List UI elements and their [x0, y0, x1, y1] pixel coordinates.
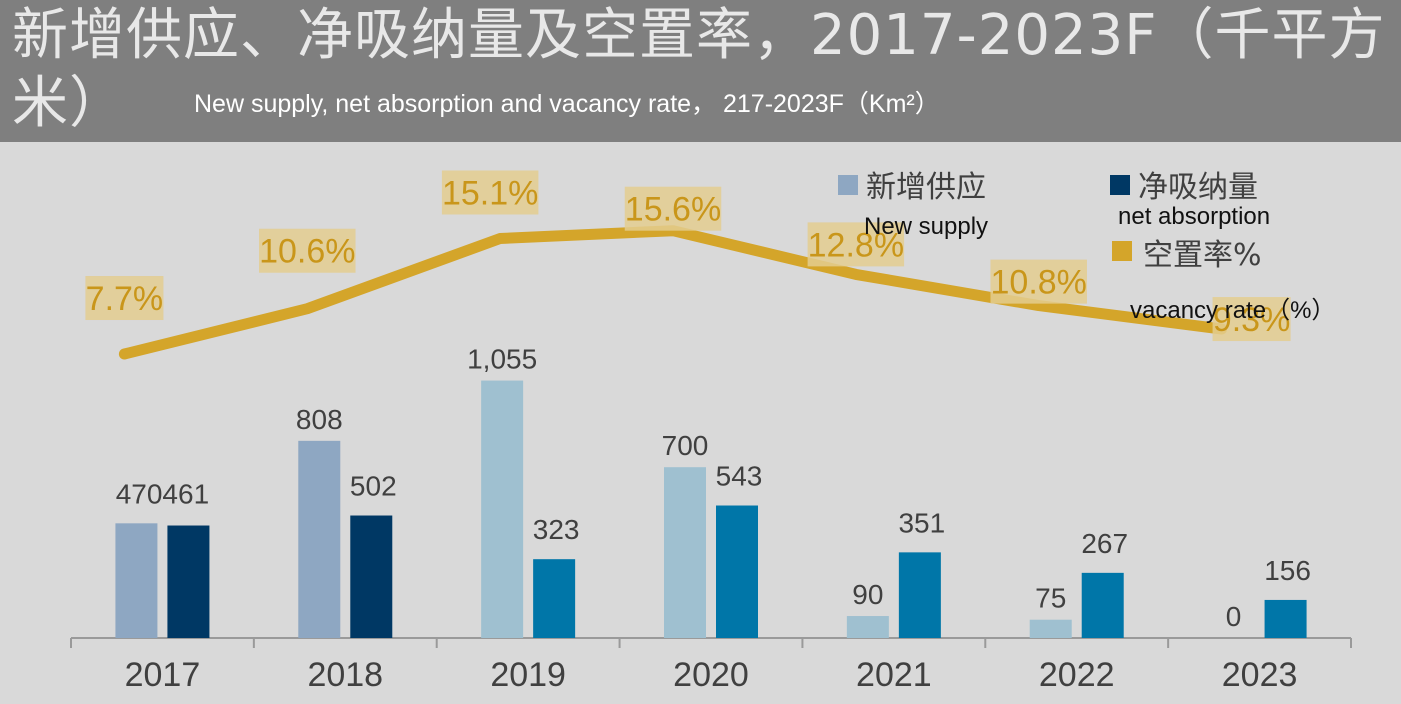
- net-absorption-label-2018: 502: [350, 471, 397, 502]
- vacancy-label-box-2021: [807, 222, 905, 267]
- vacancy-rate-line: [118, 225, 1228, 360]
- new-supply-bar-2018: [298, 440, 341, 638]
- new-supply-bar-2022: [1029, 619, 1072, 638]
- new-supply-label-2018: 808: [296, 404, 343, 435]
- vacancy-label-box-2020: [624, 186, 722, 231]
- vacancy-label-2019: 15.1%: [442, 174, 538, 212]
- legend-vacancy-label-zh: 空置率%: [1143, 238, 1262, 273]
- vacancy-label-box-2022: [990, 259, 1087, 304]
- legend-net-absorption-label-en: net absorption: [1118, 203, 1271, 230]
- title-banner: 新增供应、净吸纳量及空置率，2017-2023F（千平方米） New suppl…: [0, 0, 1401, 142]
- net-absorption-bar-2023: [1264, 599, 1307, 638]
- new-supply-bar-2019: [481, 380, 524, 638]
- net-absorption-bar-2021: [898, 552, 941, 638]
- vacancy-label-box-2017: [85, 276, 164, 321]
- x-tick-label-2018: 2018: [307, 656, 383, 694]
- net-absorption-label-2020: 543: [716, 461, 763, 492]
- x-tick-label-2023: 2023: [1222, 656, 1298, 694]
- net-absorption-bar-2019: [533, 559, 576, 638]
- chart-title-chinese: 新增供应、净吸纳量及空置率，2017-2023F（千平方米）: [12, 3, 1386, 136]
- new-supply-bar-2021: [846, 616, 889, 638]
- chart-title-english: New supply, net absorption and vacancy r…: [194, 90, 940, 118]
- vacancy-label-box-2023: [1212, 297, 1291, 342]
- net-absorption-bar-2020: [716, 505, 758, 638]
- net-absorption-label-2023: 156: [1264, 555, 1311, 586]
- new-supply-label-2023: 0: [1226, 601, 1242, 632]
- net-absorption-label-2022: 267: [1081, 528, 1128, 559]
- legend-new-supply-swatch: [838, 175, 858, 195]
- new-supply-bar-2017: [115, 523, 158, 638]
- legend-vacancy-swatch: [1112, 241, 1132, 261]
- vacancy-label-2022: 10.8%: [991, 264, 1087, 302]
- net-absorption-bar-2017: [167, 525, 210, 638]
- vacancy-label-2023: 9.3%: [1213, 301, 1291, 339]
- x-tick-label-2020: 2020: [673, 656, 749, 694]
- vacancy-label-box-2018: [259, 228, 356, 273]
- net-absorption-bar-2018: [350, 515, 393, 638]
- data-label-2017: 470461: [116, 478, 209, 509]
- vacancy-label-2020: 15.6%: [625, 191, 721, 229]
- x-tick-label-2022: 2022: [1039, 656, 1115, 694]
- vacancy-label-2017: 7.7%: [86, 280, 164, 318]
- legend-net-absorption-swatch: [1110, 175, 1130, 195]
- new-supply-label-2021: 90: [852, 579, 883, 610]
- new-supply-label-2022: 75: [1035, 583, 1066, 614]
- x-tick-label-2019: 2019: [490, 656, 566, 694]
- new-supply-bar-2020: [664, 467, 706, 638]
- legend-vacancy-label-en: vacancy rate（%）: [1130, 297, 1336, 324]
- legend-new-supply-label-zh: 新增供应: [866, 170, 986, 205]
- net-absorption-bar-2022: [1081, 572, 1124, 638]
- x-tick-label-2021: 2021: [856, 656, 932, 694]
- new-supply-label-2020: 700: [662, 430, 709, 461]
- chart-area: 470461 2017 808 502 2018 1,055 323 2019 700 543 20…: [0, 142, 1401, 704]
- x-tick-label-2017: 2017: [125, 656, 201, 694]
- net-absorption-label-2021: 351: [898, 507, 945, 538]
- new-supply-label-2019: 1,055: [467, 344, 537, 375]
- vacancy-label-2018: 10.6%: [259, 233, 355, 271]
- legend-net-absorption-label-zh: 净吸纳量: [1138, 170, 1258, 205]
- vacancy-label-2021: 12.8%: [808, 226, 904, 264]
- net-absorption-label-2019: 323: [533, 514, 580, 545]
- vacancy-label-box-2019: [441, 170, 539, 215]
- legend-new-supply-label-en: New supply: [864, 213, 989, 240]
